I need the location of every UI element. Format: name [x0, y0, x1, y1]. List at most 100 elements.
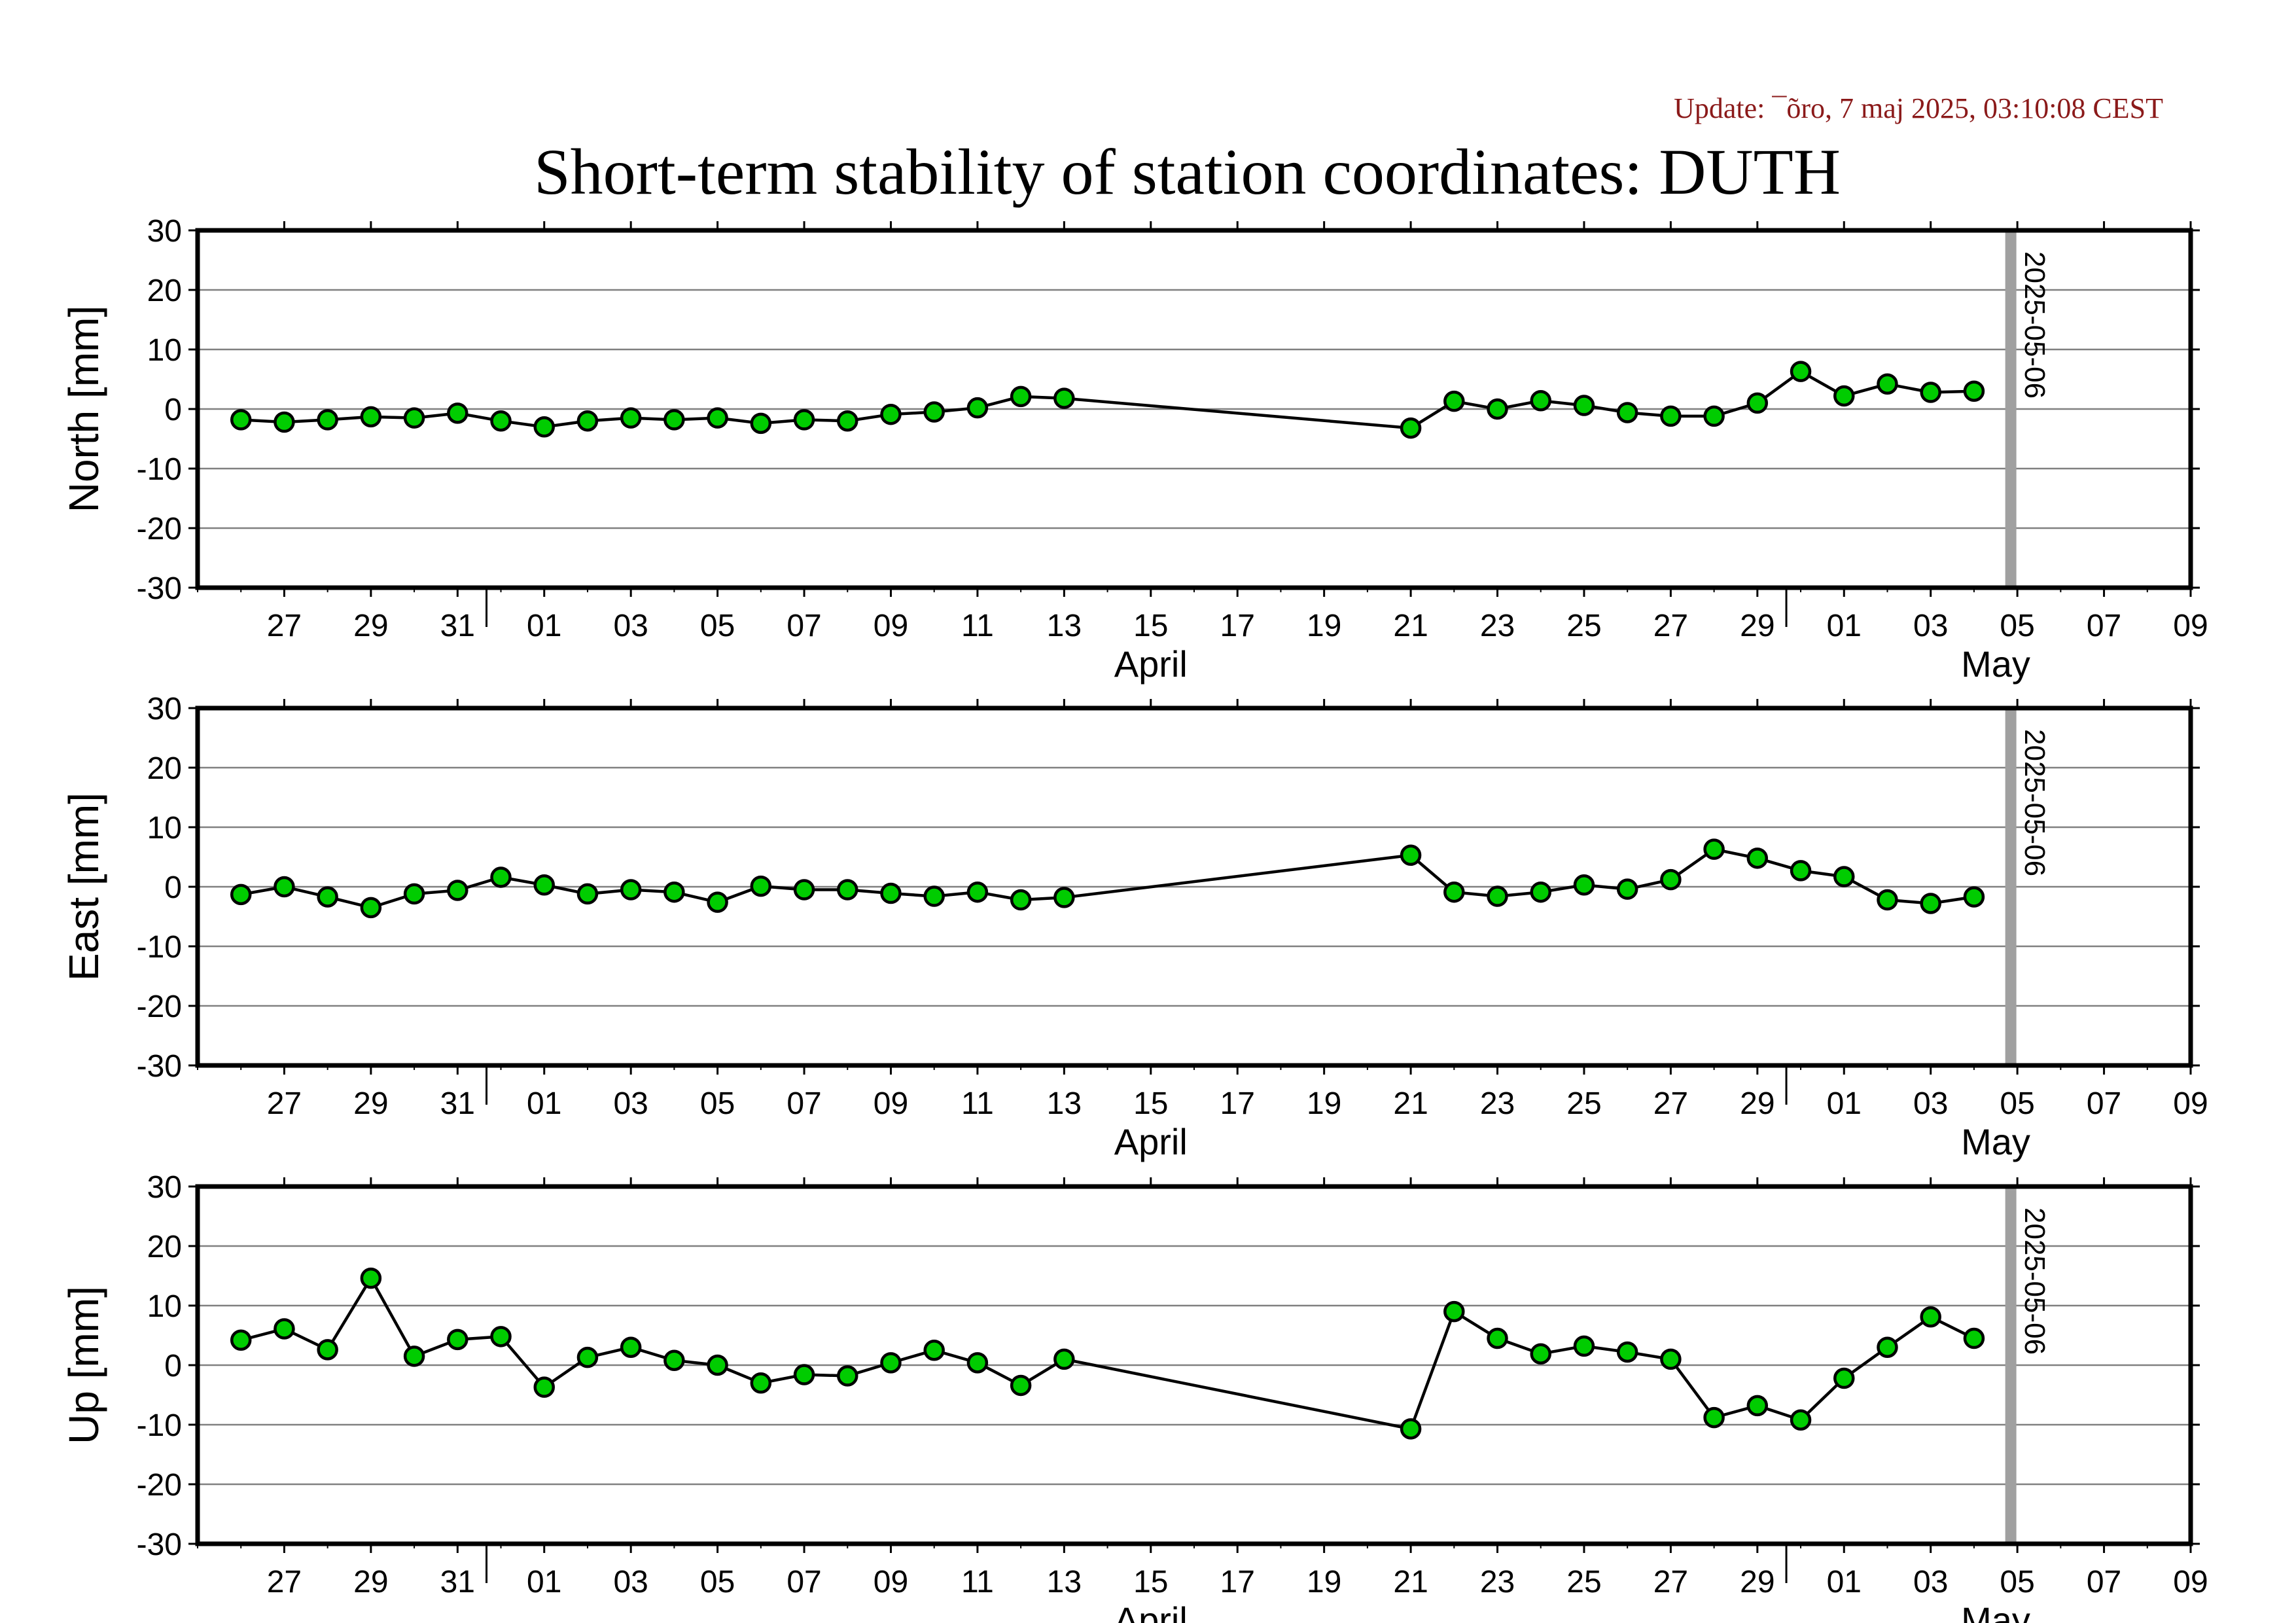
marker-line-label: 2025-05-06: [2019, 729, 2051, 876]
data-point: [793, 1364, 815, 1385]
series-line: [240, 1275, 1975, 1431]
data-point: [966, 397, 989, 419]
y-tick-label: -30: [137, 1527, 182, 1562]
x-tick-label: 01: [527, 1565, 561, 1599]
x-tick-label: 23: [1480, 609, 1515, 643]
plot-frame: [195, 1184, 2193, 1546]
x-tick-label: 29: [1740, 1565, 1775, 1599]
y-tick-label: -10: [137, 930, 182, 965]
data-point: [793, 879, 815, 901]
x-tick-label: 29: [353, 609, 388, 643]
x-tick-label: 19: [1307, 1565, 1341, 1599]
data-point: [1487, 885, 1508, 907]
x-tick-label: 11: [961, 1565, 994, 1599]
data-point: [620, 407, 642, 429]
x-tick-label: 17: [1220, 1565, 1255, 1599]
x-tick-label: 27: [1653, 1565, 1688, 1599]
data-point: [447, 880, 468, 901]
panel-north: 30 20 10 0 -10 -20 -30 North [mm] 2025-05-06 27 29…: [60, 214, 2208, 685]
marker-line-label: 2025-05-06: [2019, 251, 2051, 399]
data-point: [1573, 1335, 1595, 1357]
data-point: [1010, 889, 1032, 911]
x-tick-label: 07: [2087, 1565, 2121, 1599]
data-point: [1010, 1374, 1032, 1397]
data-point: [1053, 387, 1075, 409]
y-tick-label: 0: [164, 870, 182, 905]
x-tick-label: 21: [1393, 609, 1428, 643]
data-point: [447, 1329, 468, 1351]
data-point: [1400, 1418, 1422, 1440]
y-axis-label: East [mm]: [60, 793, 107, 981]
x-tick-label: 25: [1566, 1565, 1601, 1599]
x-tick-label: 29: [353, 1086, 388, 1121]
data-point: [403, 883, 425, 905]
data-point: [576, 883, 599, 905]
x-tick-label: 15: [1133, 1086, 1168, 1121]
x-tick-label: 13: [1047, 1565, 1082, 1599]
x-tick-label: 03: [1913, 609, 1948, 643]
data-point: [576, 410, 599, 432]
data-point: [923, 885, 945, 907]
x-tick-label: 19: [1307, 1086, 1341, 1121]
x-tick-label: 17: [1220, 1086, 1255, 1121]
y-axis-label: Up [mm]: [60, 1286, 107, 1444]
data-point: [1660, 1348, 1682, 1370]
data-point: [1573, 395, 1595, 416]
x-tick-label: 17: [1220, 609, 1255, 643]
data-point: [1443, 881, 1465, 903]
x-tick-label: 21: [1393, 1086, 1428, 1121]
x-tick-label: 09: [874, 1086, 908, 1121]
data-point: [317, 886, 338, 908]
data-point: [1400, 417, 1422, 439]
series: [230, 361, 1985, 439]
data-point: [360, 1267, 382, 1289]
x-tick-label: 05: [700, 1565, 735, 1599]
x-tick-label: 21: [1393, 1565, 1428, 1599]
panel-up: 30 20 10 0 -10 -20 -30 Up [mm] 2025-05-06 27 29 31 0…: [60, 1170, 2208, 1623]
x-tick-label: 13: [1047, 1086, 1082, 1121]
x-tick-label: 05: [2000, 1086, 2034, 1121]
data-point: [1877, 373, 1898, 395]
x-tick-label: 27: [267, 1086, 302, 1121]
x-tick-label: 05: [700, 609, 735, 643]
data-point: [317, 409, 338, 431]
data-point: [403, 1346, 425, 1367]
x-tick-label: 07: [786, 609, 821, 643]
data-point: [1487, 398, 1508, 420]
x-tick-label: 03: [613, 1565, 648, 1599]
data-point: [750, 412, 772, 435]
x-tick-label: 23: [1480, 1086, 1515, 1121]
data-point: [490, 866, 512, 888]
data-point: [1530, 390, 1551, 412]
data-point: [1616, 1341, 1638, 1363]
data-point: [274, 411, 295, 433]
data-point: [750, 875, 772, 897]
data-point: [620, 1336, 642, 1358]
data-point: [1963, 886, 1985, 908]
series: [230, 838, 1985, 919]
y-tick-label: 10: [147, 811, 182, 846]
month-label: May: [1961, 1121, 2030, 1162]
plot-frame: [195, 228, 2193, 590]
x-tick-label: 23: [1480, 1565, 1515, 1599]
data-point: [1877, 1336, 1898, 1358]
data-point: [663, 881, 685, 903]
data-point: [576, 1346, 599, 1368]
update-timestamp: Update: ¯õro, 7 maj 2025, 03:10:08 CEST: [1674, 92, 2163, 124]
data-point: [533, 1376, 555, 1398]
y-tick-label: 30: [147, 214, 182, 249]
data-point: [1573, 874, 1595, 896]
x-tick-label: 09: [2173, 1086, 2208, 1121]
data-point: [1487, 1327, 1508, 1349]
data-point: [880, 882, 902, 904]
x-tick-label: 31: [440, 609, 475, 643]
y-tick-label: 0: [164, 393, 182, 427]
x-tick-label: 25: [1566, 1086, 1601, 1121]
data-point: [317, 1339, 338, 1361]
data-point: [1616, 878, 1638, 900]
data-point: [1053, 1348, 1075, 1370]
data-point: [966, 881, 989, 903]
data-point: [923, 1340, 945, 1361]
x-tick-label: 07: [786, 1565, 821, 1599]
data-point: [707, 891, 728, 913]
